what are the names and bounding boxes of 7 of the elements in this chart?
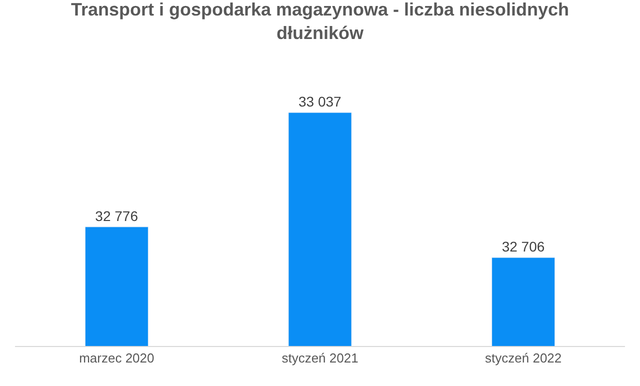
x-tick-label: styczeń 2021 (282, 350, 358, 366)
chart-title: Transport i gospodarka magazynowa - liczba niesolidnych dłużników (70, 0, 570, 43)
data-label: 32 706 (502, 238, 545, 255)
x-tick-label: marzec 2020 (79, 350, 154, 366)
data-label: 33 037 (298, 94, 342, 110)
data-label: 32 776 (95, 208, 138, 224)
x-tick-label: styczeń 2022 (485, 350, 562, 366)
